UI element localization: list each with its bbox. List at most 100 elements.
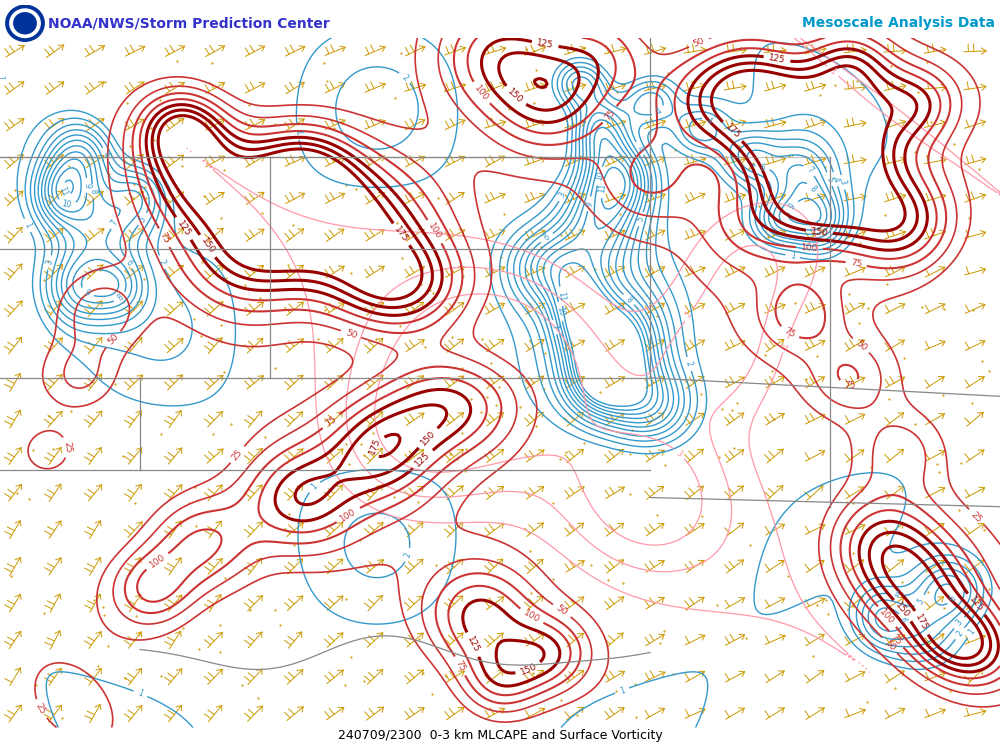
Text: 11: 11 [597, 183, 607, 194]
Text: 75: 75 [844, 380, 855, 389]
Text: 50: 50 [344, 328, 358, 340]
Text: 125: 125 [175, 219, 192, 238]
Text: 75: 75 [889, 632, 904, 646]
Text: 125: 125 [967, 595, 985, 613]
Text: 75: 75 [453, 658, 467, 673]
Text: 75: 75 [157, 230, 171, 245]
Text: 4: 4 [101, 151, 111, 158]
Text: 2: 2 [403, 551, 413, 559]
Text: 8: 8 [808, 184, 818, 194]
Text: 175: 175 [393, 225, 410, 244]
Text: 7: 7 [110, 218, 120, 226]
Text: 2: 2 [400, 73, 410, 82]
Text: 100: 100 [426, 222, 443, 242]
Circle shape [14, 13, 36, 34]
Text: 1: 1 [828, 66, 838, 76]
Text: 100: 100 [878, 608, 896, 626]
Text: 3: 3 [674, 448, 684, 458]
Text: 1: 1 [310, 482, 319, 492]
Text: 9: 9 [788, 202, 798, 211]
Text: 8: 8 [88, 189, 97, 194]
Text: 25: 25 [62, 441, 72, 454]
Text: 2: 2 [684, 361, 694, 368]
Text: 150: 150 [199, 236, 216, 256]
Text: 240709/2300  0-3 km MLCAPE and Surface Vorticity: 240709/2300 0-3 km MLCAPE and Surface Vo… [338, 728, 662, 742]
Text: 2: 2 [157, 259, 167, 266]
Text: 9: 9 [82, 183, 91, 188]
Circle shape [10, 9, 40, 38]
Text: 150: 150 [894, 601, 912, 620]
Text: 150: 150 [506, 87, 525, 105]
Text: 75: 75 [603, 107, 617, 122]
Text: 50: 50 [882, 638, 897, 652]
Text: 4: 4 [635, 144, 645, 153]
Text: 75: 75 [782, 326, 796, 340]
Text: 6: 6 [542, 232, 551, 243]
Text: 6: 6 [759, 163, 766, 172]
Text: 175: 175 [913, 613, 930, 632]
Text: 50: 50 [692, 36, 706, 49]
Text: 150: 150 [810, 226, 828, 238]
Text: 9: 9 [82, 288, 91, 298]
Text: 11: 11 [556, 291, 566, 302]
Text: 6: 6 [948, 594, 958, 603]
Text: 75: 75 [324, 414, 338, 428]
Text: 5: 5 [138, 214, 148, 223]
Text: 1: 1 [618, 686, 626, 695]
Text: 125: 125 [466, 634, 481, 654]
Text: 10: 10 [61, 200, 72, 210]
Text: 1: 1 [293, 130, 302, 136]
Text: 1: 1 [22, 221, 33, 230]
Text: 125: 125 [414, 451, 432, 469]
Text: 8: 8 [116, 292, 125, 302]
Text: 125: 125 [536, 38, 554, 50]
Text: 9: 9 [584, 200, 594, 207]
Text: 2: 2 [684, 310, 694, 320]
Text: 7: 7 [805, 165, 814, 175]
Text: 11: 11 [57, 185, 69, 198]
Text: 5: 5 [824, 176, 834, 183]
Text: 75: 75 [850, 259, 863, 269]
Text: 1: 1 [137, 688, 144, 699]
Text: 175: 175 [723, 122, 742, 141]
Text: 1: 1 [967, 628, 977, 637]
Text: 4: 4 [893, 590, 899, 599]
Text: 100: 100 [148, 553, 167, 570]
Text: 2: 2 [955, 628, 965, 638]
Text: 100: 100 [472, 83, 490, 103]
Text: 175: 175 [367, 436, 382, 456]
Text: 5: 5 [915, 596, 925, 606]
Text: 3: 3 [45, 259, 55, 266]
Text: 100: 100 [522, 608, 541, 625]
Text: 3: 3 [954, 618, 964, 628]
Text: 25: 25 [969, 510, 984, 524]
Text: 3: 3 [838, 178, 848, 186]
Text: 1: 1 [0, 75, 5, 80]
Text: 10: 10 [594, 170, 605, 182]
Text: 5: 5 [636, 215, 646, 223]
Text: 1: 1 [780, 342, 790, 350]
Text: 4: 4 [830, 176, 840, 183]
Text: 6: 6 [898, 616, 908, 624]
Text: 1: 1 [789, 251, 796, 261]
Text: NOAA/NWS/Storm Prediction Center: NOAA/NWS/Storm Prediction Center [48, 16, 330, 30]
Text: 25: 25 [34, 702, 47, 716]
Text: 10: 10 [555, 306, 566, 317]
Text: 150: 150 [419, 428, 437, 447]
Text: 100: 100 [339, 506, 358, 524]
Circle shape [6, 5, 44, 41]
Text: 100: 100 [800, 243, 818, 253]
Text: 3: 3 [558, 190, 568, 199]
Text: 50: 50 [854, 338, 868, 352]
Text: 7: 7 [550, 323, 560, 331]
Text: 50: 50 [555, 604, 569, 617]
Text: 4: 4 [654, 106, 663, 116]
Text: 125: 125 [768, 53, 786, 65]
Text: 150: 150 [519, 662, 538, 676]
Text: 6: 6 [123, 258, 134, 267]
Text: 4: 4 [705, 116, 713, 126]
Text: 25: 25 [230, 447, 245, 462]
Text: Mesoscale Analysis Data: Mesoscale Analysis Data [802, 16, 995, 30]
Text: 50: 50 [106, 332, 121, 346]
Text: 8: 8 [624, 295, 634, 304]
